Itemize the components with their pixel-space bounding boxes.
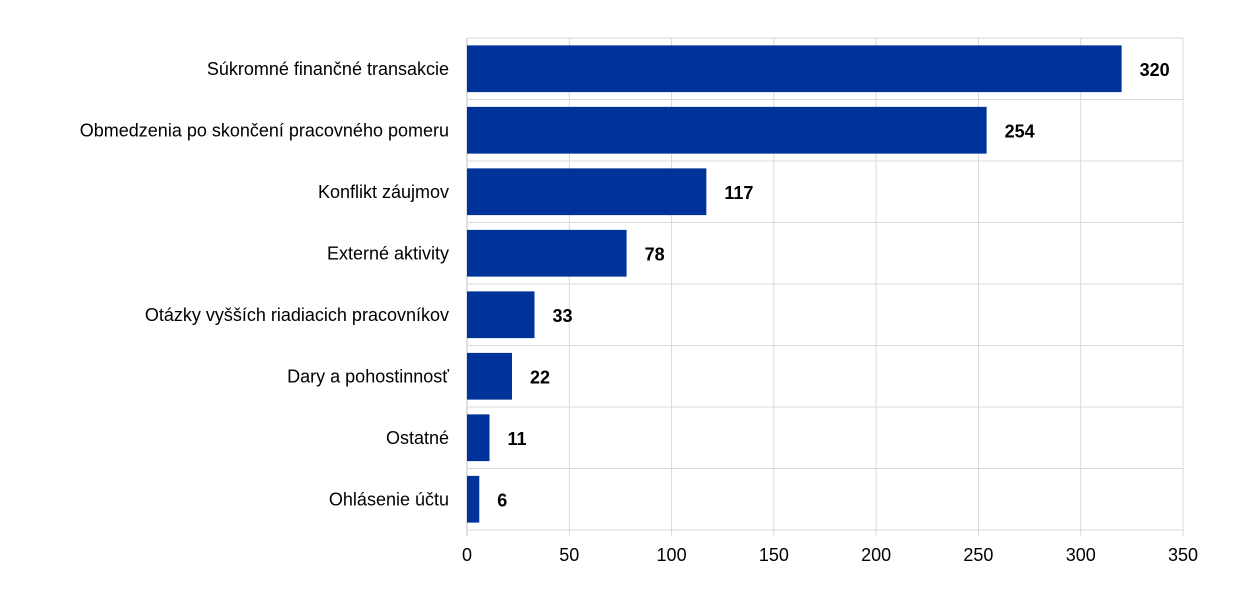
category-label: Externé aktivity <box>327 243 449 263</box>
bar <box>467 168 707 216</box>
x-tick-label: 0 <box>462 545 472 565</box>
bar <box>467 291 535 339</box>
x-tick-label: 300 <box>1066 545 1096 565</box>
category-label: Otázky vyšších riadiacich pracovníkov <box>145 305 449 325</box>
category-label: Konflikt záujmov <box>318 182 449 202</box>
data-label: 6 <box>497 490 507 510</box>
category-label: Ohlásenie účtu <box>329 489 449 509</box>
bars <box>467 45 1122 523</box>
x-tick-label: 200 <box>861 545 891 565</box>
data-label: 22 <box>530 367 550 387</box>
category-label: Ostatné <box>386 428 449 448</box>
bar <box>467 475 480 523</box>
data-label: 320 <box>1140 60 1170 80</box>
bar <box>467 45 1122 93</box>
category-label: Dary a pohostinnosť <box>287 366 449 386</box>
x-tick-label: 150 <box>759 545 789 565</box>
x-tick-label: 50 <box>559 545 579 565</box>
data-label: 33 <box>553 306 573 326</box>
data-label: 254 <box>1005 121 1035 141</box>
x-tick-label: 100 <box>657 545 687 565</box>
category-label: Obmedzenia po skončení pracovného pomeru <box>80 120 449 140</box>
data-label: 11 <box>508 429 527 449</box>
x-tick-label: 350 <box>1168 545 1198 565</box>
bar <box>467 229 627 277</box>
data-label: 117 <box>724 183 753 203</box>
labels: 0 50 100 150 200 250 300 350 Súkromné finančné t… <box>80 59 1198 565</box>
bar <box>467 106 987 154</box>
x-tick-label: 250 <box>963 545 993 565</box>
category-label: Súkromné finančné transakcie <box>207 59 449 79</box>
bar <box>467 414 490 462</box>
data-label: 78 <box>645 244 665 264</box>
bar <box>467 352 513 400</box>
